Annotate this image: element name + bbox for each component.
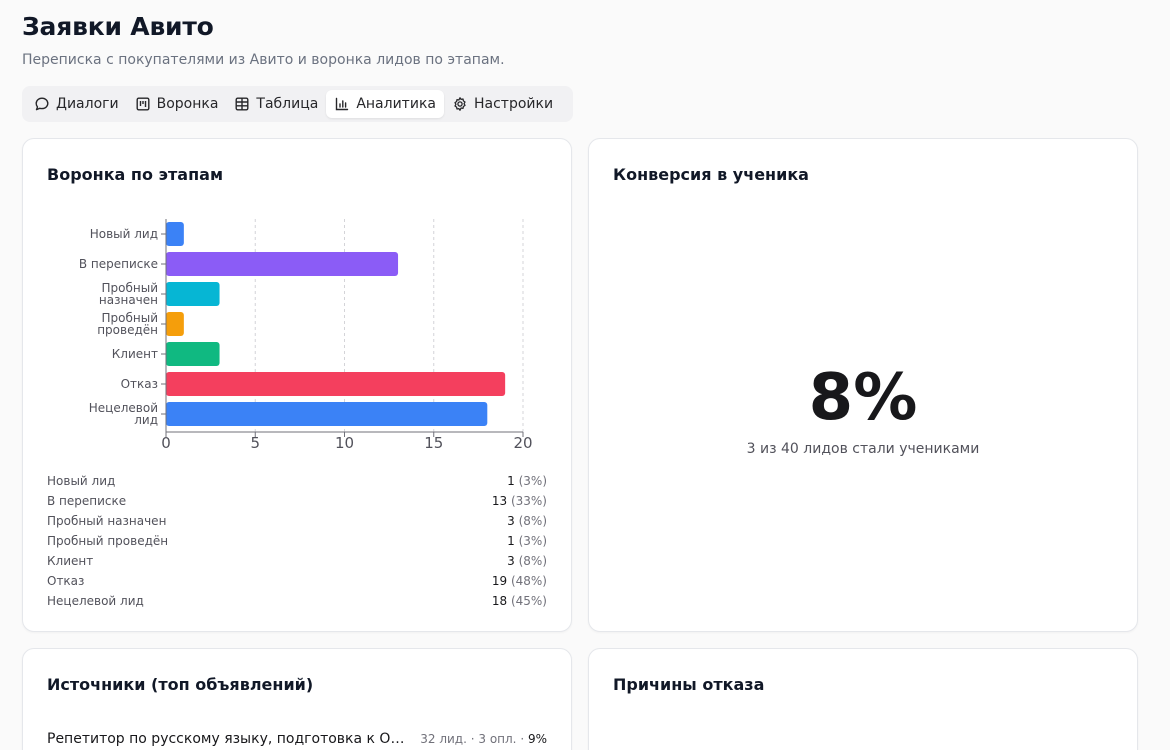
list-item: Отказ 19 (48%) — [47, 571, 547, 591]
list-item: Новый лид 1 (3%) — [47, 471, 547, 491]
stage-value: 1 — [507, 534, 515, 548]
stage-percent: (48%) — [510, 574, 547, 588]
stage-percent: (3%) — [518, 534, 547, 548]
y-tick-label: Пробный проведён — [97, 311, 158, 337]
tab-label: Воронка — [156, 96, 219, 112]
stage-count: 18 (45%) — [492, 594, 547, 608]
source-name: Репетитор по русскому языку, подготовка … — [47, 731, 407, 747]
x-tick-label: 15 — [424, 434, 443, 452]
conversion-title: Конверсия в ученика — [613, 165, 809, 184]
stage-name: Отказ — [47, 574, 85, 588]
y-tick-label: В переписке — [79, 257, 158, 271]
reasons-card: Причины отказа — [588, 648, 1138, 750]
stage-value: 18 — [491, 594, 508, 608]
tab-label: Диалоги — [56, 96, 119, 112]
x-tick-label: 10 — [335, 434, 354, 452]
y-tick-label: Новый лид — [90, 227, 158, 241]
page-title: Заявки Авито — [22, 12, 214, 41]
stage-name: Пробный проведён — [47, 534, 169, 548]
tab-label: Аналитика — [356, 96, 436, 112]
stage-name: В переписке — [47, 494, 127, 508]
tab-table[interactable]: Таблица — [226, 90, 326, 118]
list-item: Клиент 3 (8%) — [47, 551, 547, 571]
y-tick-label: Отказ — [121, 377, 158, 391]
bar — [166, 252, 399, 276]
stage-value: 3 — [507, 514, 515, 528]
stage-percent: (3%) — [518, 474, 547, 488]
funnel-card: Воронка по этапам Новый лид В переписке Пр… — [22, 138, 572, 632]
stage-name: Новый лид — [47, 474, 116, 488]
x-tick-label: 0 — [161, 434, 171, 452]
list-item: Нецелевой лид 18 (45%) — [47, 591, 547, 611]
tab-dialogs[interactable]: Диалоги — [26, 90, 127, 118]
x-tick-label: 20 — [513, 434, 532, 452]
stage-count: 13 (33%) — [492, 494, 547, 508]
stage-value: 19 — [491, 574, 508, 588]
bar — [166, 282, 220, 306]
stage-percent: (8%) — [518, 514, 547, 528]
stage-count: 1 (3%) — [507, 474, 547, 488]
bar — [166, 342, 220, 366]
table-icon — [234, 96, 250, 112]
page-subtitle: Переписка с покупателями из Авито и воро… — [22, 52, 505, 68]
chat-bubble-icon — [34, 96, 50, 112]
y-tick-label: Нецелевой лид — [89, 401, 158, 427]
sources-title: Источники (топ объявлений) — [47, 675, 314, 694]
kanban-icon — [135, 96, 151, 112]
source-stats: 32 лид. · 3 опл. · 9% — [420, 732, 547, 746]
reasons-title: Причины отказа — [613, 675, 765, 694]
funnel-bar-chart: Новый лид В переписке Пробный назначен Пробн… — [79, 219, 533, 452]
stage-percent: (33%) — [510, 494, 547, 508]
conversion-card: Конверсия в ученика 8% 3 из 40 лидов ста… — [588, 138, 1138, 632]
stage-value: 1 — [507, 474, 515, 488]
source-leads: 32 лид. — [420, 732, 467, 746]
conversion-caption: 3 из 40 лидов стали учениками — [746, 441, 980, 457]
stage-count: 19 (48%) — [492, 574, 547, 588]
x-tick-label: 5 — [250, 434, 260, 452]
tab-funnel[interactable]: Воронка — [127, 90, 227, 118]
y-tick-label: Пробный назначен — [99, 281, 158, 307]
bar — [166, 402, 488, 426]
bar — [166, 312, 184, 336]
source-conversion: 9% — [527, 732, 547, 746]
list-item: Пробный проведён 1 (3%) — [47, 531, 547, 551]
bar — [166, 222, 184, 246]
stage-name: Пробный назначен — [47, 514, 167, 528]
tab-bar: Диалоги Воронка Таблица Аналитика Настро… — [22, 86, 573, 122]
stage-count: 3 (8%) — [507, 554, 547, 568]
source-paid: 3 опл. — [478, 732, 517, 746]
stage-percent: (8%) — [518, 554, 547, 568]
stage-count: 1 (3%) — [507, 534, 547, 548]
y-tick-label: Клиент — [112, 347, 158, 361]
funnel-title: Воронка по этапам — [47, 165, 224, 184]
stage-name: Клиент — [47, 554, 94, 568]
tab-label: Настройки — [473, 96, 554, 112]
conversion-value: 8% — [808, 361, 918, 435]
tab-settings[interactable]: Настройки — [444, 90, 561, 118]
stage-value: 13 — [491, 494, 508, 508]
sources-card: Источники (топ объявлений) Репетитор по … — [22, 648, 572, 750]
tab-label: Таблица — [256, 96, 319, 112]
gear-icon — [452, 96, 468, 112]
list-item: В переписке 13 (33%) — [47, 491, 547, 511]
stage-percent: (45%) — [510, 594, 547, 608]
stage-count: 3 (8%) — [507, 514, 547, 528]
stage-value: 3 — [507, 554, 515, 568]
list-item: Пробный назначен 3 (8%) — [47, 511, 547, 531]
stage-list: Новый лид 1 (3%) В переписке 13 (33%) Пр… — [47, 471, 547, 611]
bar — [166, 372, 506, 396]
bar-chart-icon — [334, 96, 350, 112]
source-row: Репетитор по русскому языку, подготовка … — [47, 731, 547, 747]
tab-analytics[interactable]: Аналитика — [326, 90, 444, 118]
stage-name: Нецелевой лид — [47, 594, 144, 608]
